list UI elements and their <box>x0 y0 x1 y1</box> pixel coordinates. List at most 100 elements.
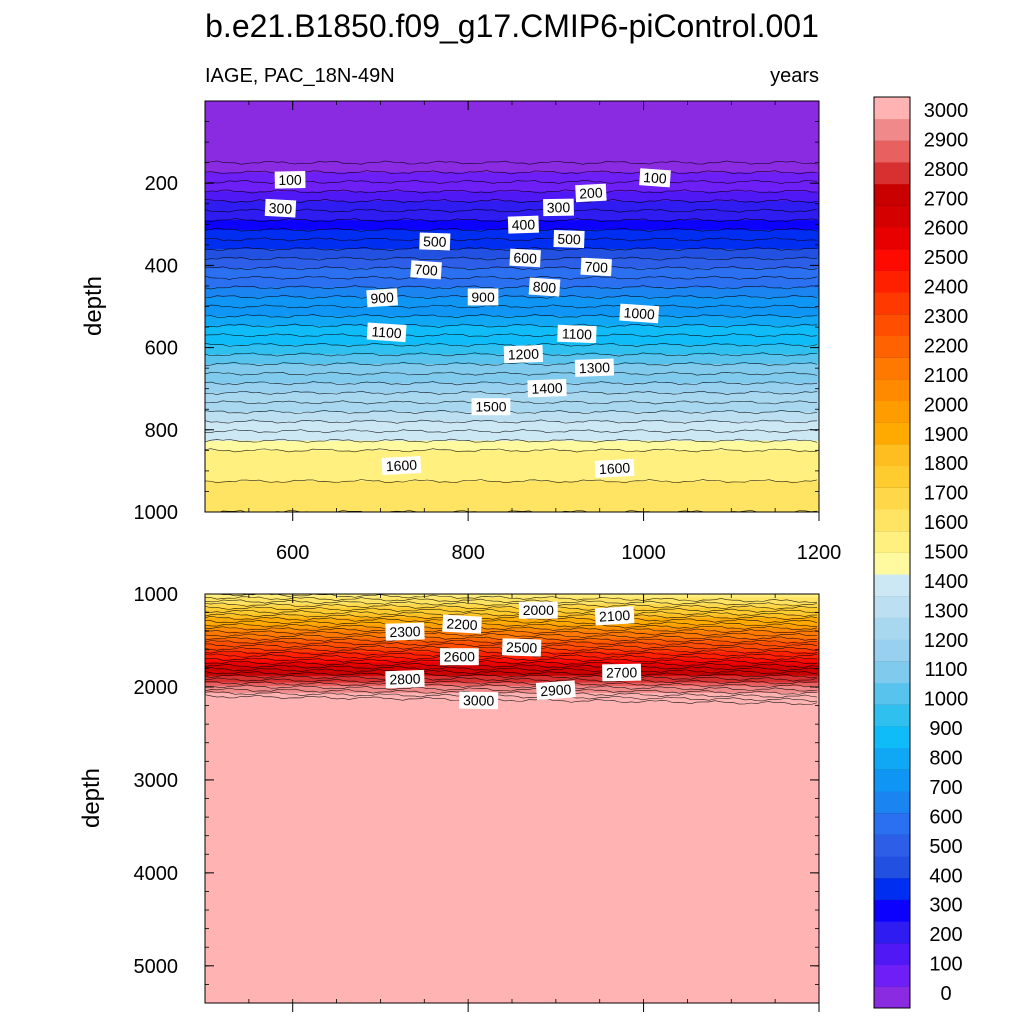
colorbar-box <box>874 292 910 315</box>
colorbar-box <box>874 639 910 662</box>
lower-contour-line <box>205 691 818 702</box>
contour-label-text: 400 <box>511 216 535 233</box>
contour-label-box <box>528 277 561 297</box>
lower-contour-line <box>205 694 818 705</box>
contour-label-box <box>419 232 451 251</box>
upper-contour-line <box>205 285 818 290</box>
colorbar-box <box>874 162 910 185</box>
colorbar-box <box>874 357 910 380</box>
lower-contour-line <box>205 596 818 607</box>
upper-contour-line <box>205 479 818 484</box>
upper-contour-label: 1000 <box>619 303 660 324</box>
lower-color-band <box>205 597 819 602</box>
upper-contour-line <box>205 208 818 213</box>
colorbar-tick-label: 200 <box>929 924 962 946</box>
lower-color-band <box>205 682 819 687</box>
contour-label-text: 100 <box>643 169 668 187</box>
contour-label-box <box>580 257 612 277</box>
upper-color-band <box>205 335 819 346</box>
upper-color-band <box>205 325 819 336</box>
colorbar-tick-label: 2400 <box>924 277 969 299</box>
contour-label-box <box>467 288 499 306</box>
upper-contour-line <box>205 400 818 405</box>
colorbar-box <box>874 400 910 423</box>
colorbar-tick-label: 1500 <box>924 542 969 564</box>
upper-color-band <box>205 364 819 375</box>
lower-contour-line <box>205 684 818 695</box>
contour-label-text: 900 <box>471 289 495 305</box>
lower-contour-label: 2500 <box>501 638 542 657</box>
lower-contour-label: 2800 <box>385 669 425 689</box>
upper-contour-line <box>205 179 818 184</box>
upper-contour-label: 400 <box>507 215 539 234</box>
colorbar-tick-label: 2700 <box>924 188 969 210</box>
lower-contour-line <box>205 671 818 682</box>
lower-color-band <box>205 631 819 636</box>
lower-contour-line <box>205 626 818 637</box>
upper-contour-line <box>205 266 818 271</box>
upper-color-band <box>205 201 819 212</box>
contour-label-box <box>602 663 642 682</box>
upper-y-tick-label: 200 <box>145 173 178 195</box>
colorbar-box <box>874 248 910 271</box>
lower-contour-line <box>205 615 818 627</box>
colorbar-box <box>874 704 910 727</box>
lower-color-band <box>205 634 819 639</box>
colorbar-tick-label: 800 <box>929 748 962 770</box>
upper-contour-line <box>205 314 818 319</box>
upper-color-band <box>205 229 819 240</box>
upper-y-axis-title: depth <box>80 276 107 336</box>
colorbar-box <box>874 942 910 966</box>
contour-label-box <box>503 344 544 364</box>
colorbar-box <box>874 964 910 987</box>
upper-color-band <box>205 431 819 442</box>
upper-color-band <box>205 172 819 183</box>
contour-label-text: 2200 <box>446 615 478 633</box>
upper-color-band <box>205 450 819 482</box>
contour-label-box <box>619 303 660 324</box>
lower-contour-line <box>205 629 818 641</box>
upper-contour-label: 1100 <box>366 322 407 343</box>
colorbar-tick-label: 1700 <box>924 483 969 505</box>
upper-contour-label: 200 <box>575 183 607 203</box>
upper-color-band <box>205 191 819 202</box>
lower-color-band <box>205 665 819 670</box>
contour-label-box <box>385 669 425 689</box>
upper-contour-line <box>205 160 818 165</box>
colorbar-box <box>874 118 910 141</box>
upper-contour-label: 1200 <box>503 344 544 364</box>
upper-contour-label: 1600 <box>594 458 635 478</box>
contour-label-text: 2800 <box>389 670 421 687</box>
contour-label-box <box>410 260 442 280</box>
colorbar: 0 100 200 300 400 500 600 700 800 900 1000 1100 1200… <box>873 96 969 1009</box>
upper-contour-line <box>205 198 818 203</box>
upper-color-band <box>205 373 819 384</box>
colorbar-box <box>874 595 910 618</box>
upper-contour-label: 700 <box>580 257 612 277</box>
colorbar-box <box>874 747 910 770</box>
lower-contour-line <box>205 663 818 675</box>
contour-label-text: 3000 <box>463 692 495 709</box>
upper-contour-label: 1400 <box>527 379 567 398</box>
contour-label-box <box>557 324 597 344</box>
contour-label-text: 1100 <box>562 325 593 342</box>
upper-color-band <box>205 210 819 221</box>
colorbar-tick-label: 2300 <box>924 306 969 328</box>
upper-contour-line <box>205 294 818 299</box>
colorbar-tick-label: 1400 <box>924 571 969 593</box>
colorbar-box <box>874 227 910 250</box>
lower-y-axis-title: depth <box>78 768 105 828</box>
colorbar-box <box>874 682 910 705</box>
contour-label-text: 2000 <box>523 602 554 618</box>
upper-color-band <box>205 316 819 327</box>
colorbar-tick-label: 300 <box>929 895 962 917</box>
lower-contour-line <box>205 674 818 685</box>
colorbar-box <box>874 313 910 336</box>
upper-y-tick-label: 400 <box>145 255 178 277</box>
upper-contour-line <box>205 409 818 414</box>
colorbar-box <box>874 444 910 467</box>
colorbar-tick-label: 3000 <box>924 100 969 122</box>
lower-axis-ticks: 1000 2000 3000 4000 5000 <box>134 584 820 1012</box>
contour-label-box <box>366 288 399 308</box>
contour-label-text: 2100 <box>599 607 631 625</box>
